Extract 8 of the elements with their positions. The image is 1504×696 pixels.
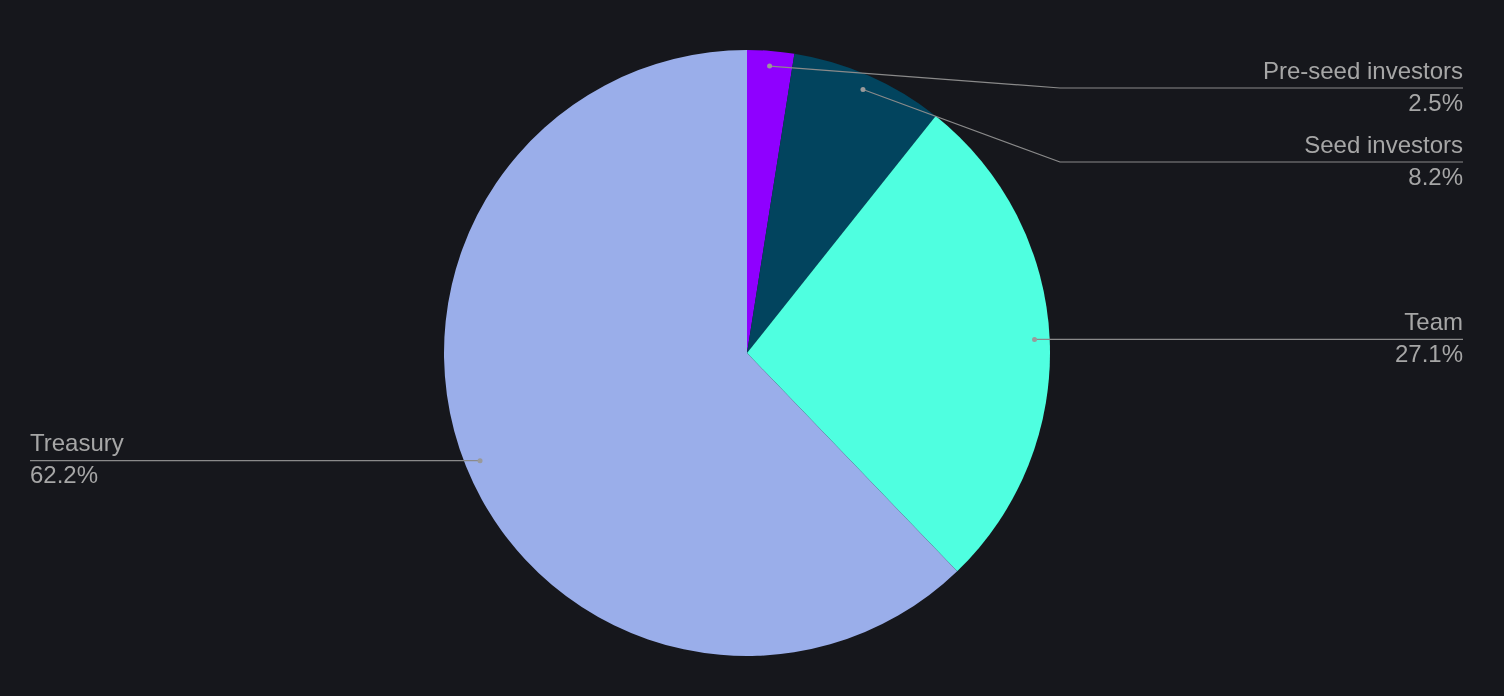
slice-label: Pre-seed investors [1262,56,1463,84]
data-label: 2.5% [1408,88,1463,116]
slice-label: Team [1404,308,1463,336]
data-label: 27.1% [1394,340,1463,368]
slice-label: Treasury [30,429,124,457]
slice-label: Seed investors [1304,130,1463,158]
data-label: 8.2% [1408,162,1463,190]
data-label: 62.2% [30,461,99,489]
